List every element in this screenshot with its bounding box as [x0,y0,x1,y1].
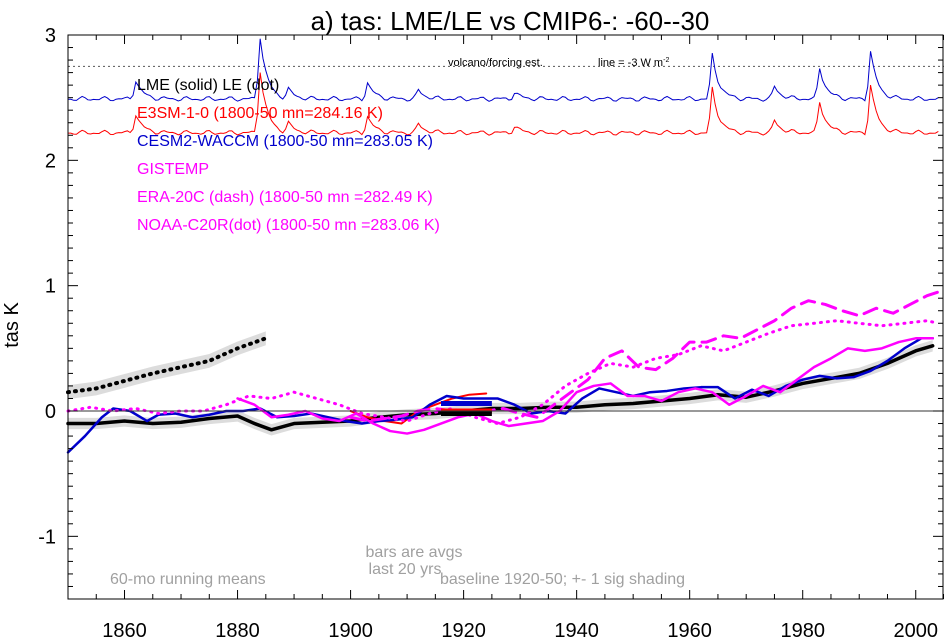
y-tick-label: -1 [38,526,56,548]
annotation-line-ref: line = -3 W m-2 [598,57,669,69]
series-line-6 [66,319,940,426]
x-tick-label: 2000 [893,620,938,641]
annotation-running-means: 60-mo running means [110,571,266,588]
series-line-4 [236,337,934,435]
series-layer [66,290,940,454]
legend-lme-le: LME (solid) LE (dot) [137,77,279,94]
annotations: volcano/forcing est. line = -3 W m-2 60-… [110,57,685,588]
y-tick-label: 3 [45,25,56,47]
annotation-baseline: baseline 1920-50; +- 1 sig shading [440,571,685,588]
series-line-3 [66,337,934,454]
x-tick-label: 1880 [215,620,260,641]
y-tick-label: 0 [45,401,56,423]
x-tick-label: 1940 [554,620,599,641]
series-line-1 [66,336,268,395]
y-axis-label: tas K [1,302,23,348]
x-tick-label: 1960 [667,620,712,641]
legend-cesm2: CESM2-WACCM (1800-50 mn=283.05 K) [137,133,433,150]
forcing-layer [67,38,944,136]
legend-gistemp: GISTEMP [137,161,209,178]
series-line-0 [66,344,935,432]
x-tick-label: 1980 [780,620,825,641]
shading-band-0 [68,340,933,436]
x-tick-label: 1900 [328,620,373,641]
legend: LME (solid) LE (dot) E3SM-1-0 (1800-50 m… [137,77,440,234]
plot-frame [67,34,944,600]
legend-noaa: NOAA-C20R(dot) (1800-50 mn =283.06 K) [137,217,440,234]
annotation-volcano: volcano/forcing est. [448,57,543,69]
forcing-curve-red [67,72,939,136]
chart-title: a) tas: LME/LE vs CMIP6-: -60--30 [311,6,710,36]
y-tick-label: 1 [45,276,56,298]
legend-e3sm: E3SM-1-0 (1800-50 mn=284.16 K) [137,105,383,122]
y-tick-label: 2 [45,150,56,172]
forcing-curve-blue [67,38,939,102]
axes-layer: 1860 1880 1900 1920 1940 1960 1980 2000 -1 0 1 2 3 [38,25,944,641]
annotation-bars-2: last 20 yrs [369,561,442,578]
x-tick-label: 1920 [441,620,486,641]
annotation-bars-1: bars are avgs [366,544,463,561]
legend-era20c: ERA-20C (dash) (1800-50 mn =282.49 K) [137,189,433,206]
x-tick-label: 1860 [102,620,147,641]
